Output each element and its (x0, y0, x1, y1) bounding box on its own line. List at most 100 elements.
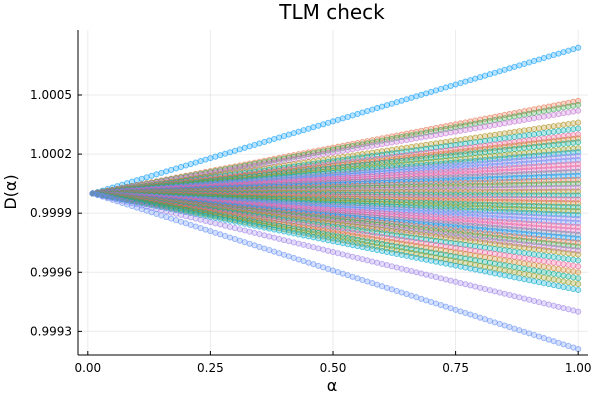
data-point (409, 268, 414, 273)
data-point (227, 150, 232, 155)
data-point (531, 116, 536, 121)
data-point (340, 241, 345, 246)
data-point (463, 310, 468, 315)
y-tick-label: 0.9999 (30, 206, 72, 220)
data-point (438, 132, 443, 137)
data-point (257, 231, 262, 236)
data-point (252, 223, 257, 228)
data-point (296, 241, 301, 246)
data-point (536, 126, 541, 131)
data-point (252, 243, 257, 248)
data-point (330, 249, 335, 254)
data-point (517, 134, 522, 139)
data-point (551, 129, 556, 134)
data-point (497, 267, 502, 272)
data-point (159, 170, 164, 175)
data-point (507, 292, 512, 297)
data-point (375, 247, 380, 252)
data-point (502, 263, 507, 268)
x-tick-label: 0.50 (320, 361, 347, 375)
data-point (478, 75, 483, 80)
data-point (531, 144, 536, 149)
data-point (306, 234, 311, 239)
data-point (330, 119, 335, 124)
data-point (507, 115, 512, 120)
data-point (556, 249, 561, 254)
data-point (492, 241, 497, 246)
data-point (531, 279, 536, 284)
data-point (350, 147, 355, 152)
data-point (551, 52, 556, 57)
data-point (546, 282, 551, 287)
data-point (512, 129, 517, 134)
data-point (389, 264, 394, 269)
data-point (473, 313, 478, 318)
data-point (556, 272, 561, 277)
data-point (90, 191, 95, 196)
data-point (394, 288, 399, 293)
data-point (487, 270, 492, 275)
data-point (561, 122, 566, 127)
data-point (154, 172, 159, 177)
data-point (384, 285, 389, 290)
data-point (561, 105, 566, 110)
data-point (497, 247, 502, 252)
data-point (95, 192, 100, 197)
data-point (311, 235, 316, 240)
data-point (561, 141, 566, 146)
data-point (173, 211, 178, 216)
data-point (316, 263, 321, 268)
data-point (281, 252, 286, 257)
data-point (340, 271, 345, 276)
data-point (517, 129, 522, 134)
data-point (576, 45, 581, 50)
data-point (512, 114, 517, 119)
x-tick-labels: 0.00 0.25 0.50 0.75 1.00 (74, 361, 591, 375)
data-point (404, 267, 409, 272)
data-point (463, 282, 468, 287)
data-point (134, 205, 139, 210)
data-point (492, 271, 497, 276)
data-point (571, 103, 576, 108)
data-point (213, 221, 218, 226)
data-point (458, 80, 463, 85)
data-point (536, 280, 541, 285)
y-axis-label: D(α) (1, 174, 20, 209)
data-point (546, 130, 551, 135)
data-point (502, 116, 507, 121)
data-point (566, 285, 571, 290)
data-point (252, 230, 257, 235)
data-point (223, 217, 228, 222)
data-point (267, 247, 272, 252)
data-point (531, 126, 536, 131)
data-point (350, 254, 355, 259)
data-point (576, 120, 581, 125)
data-point (541, 248, 546, 253)
data-point (335, 251, 340, 256)
data-point (473, 76, 478, 81)
data-point (321, 265, 326, 270)
data-point (345, 242, 350, 247)
data-point (198, 158, 203, 163)
data-point (556, 142, 561, 147)
data-point (360, 257, 365, 262)
data-point (365, 258, 370, 263)
data-point (536, 144, 541, 149)
data-point (541, 270, 546, 275)
data-point (316, 246, 321, 251)
data-point (414, 136, 419, 141)
data-point (561, 284, 566, 289)
data-point (110, 197, 115, 202)
data-point (301, 258, 306, 263)
data-point (478, 285, 483, 290)
data-point (527, 60, 532, 65)
data-point (232, 236, 237, 241)
data-point (389, 287, 394, 292)
data-point (468, 283, 473, 288)
data-point (468, 127, 473, 132)
data-point (561, 50, 566, 55)
data-point (517, 63, 522, 68)
data-point (512, 326, 517, 331)
data-point (551, 254, 556, 259)
data-point (507, 264, 512, 269)
